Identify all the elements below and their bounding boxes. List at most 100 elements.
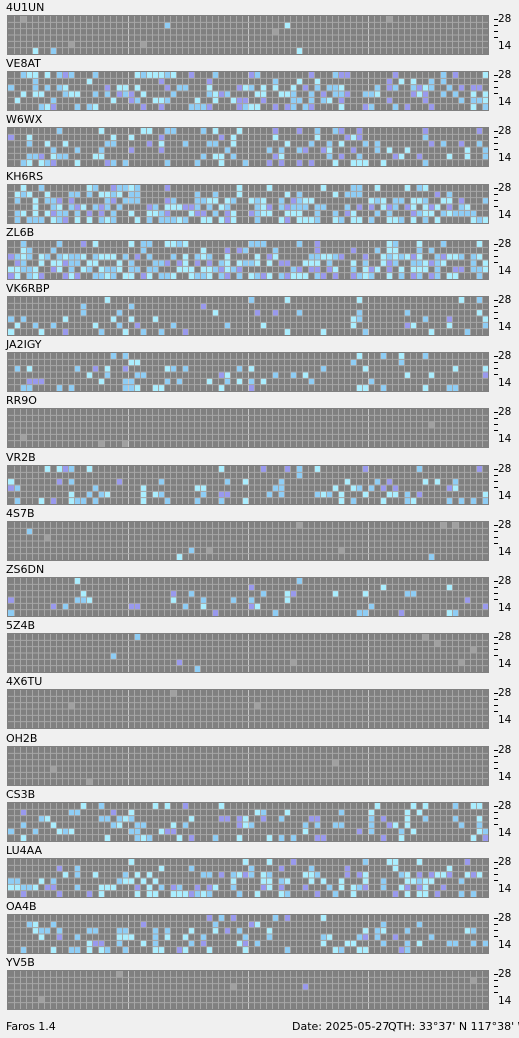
band-label-28: 28 [498, 575, 512, 587]
grid-cell [56, 128, 62, 135]
grid-cell [8, 266, 14, 273]
grid-cell [104, 490, 110, 498]
grid-cell [368, 216, 374, 223]
grid-cell [98, 153, 104, 161]
grid-cell [446, 584, 452, 591]
grid-cell [152, 316, 158, 323]
grid-cell [296, 578, 302, 585]
grid-cell [266, 160, 272, 167]
grid-cell [302, 197, 308, 204]
grid-cell [242, 946, 248, 954]
grid-cell [188, 927, 194, 935]
grid-cell [152, 259, 158, 267]
propagation-grid [7, 15, 489, 55]
grid-cell [176, 890, 182, 897]
grid-cell [476, 309, 482, 316]
grid-cell [50, 322, 56, 329]
grid-cell [302, 884, 308, 891]
grid-cell [458, 821, 464, 829]
grid-cell [428, 259, 434, 267]
grid-cell [74, 871, 80, 878]
grid-cell [56, 465, 62, 472]
grid-cell [440, 141, 446, 148]
grid-cell [92, 322, 98, 329]
grid-cell [254, 272, 260, 279]
grid-cell [278, 160, 284, 167]
grid-cell [8, 253, 14, 260]
grid-cell [68, 384, 74, 392]
grid-cell [254, 216, 260, 223]
band-tick [494, 980, 498, 982]
grid-cell [332, 759, 338, 766]
grid-cell [416, 253, 422, 260]
grid-cell [104, 216, 110, 223]
band-tick [494, 755, 498, 757]
grid-cell [200, 216, 206, 223]
grid-cell [308, 141, 314, 148]
grid-cell [416, 153, 422, 161]
grid-cell [452, 72, 458, 79]
grid-cell [242, 871, 248, 878]
grid-cell [86, 372, 92, 379]
band-tick [494, 974, 498, 976]
grid-cell [158, 259, 164, 267]
grid-cell [116, 878, 122, 885]
band-label-14: 14 [498, 939, 512, 952]
grid-cell [68, 266, 74, 273]
grid-cell [458, 297, 464, 304]
grid-cell [20, 946, 26, 954]
grid-cell [218, 490, 224, 498]
grid-cell [398, 828, 404, 835]
grid-cell [374, 147, 380, 154]
grid-cell [134, 359, 140, 366]
grid-cell [224, 322, 230, 329]
grid-cell [98, 272, 104, 279]
grid-cell [56, 478, 62, 485]
grid-cell [164, 240, 170, 248]
grid-cell [164, 160, 170, 167]
band-label-28: 28 [498, 968, 512, 981]
grid-cell [8, 316, 14, 323]
grid-cell [338, 84, 344, 92]
grid-cell [344, 134, 350, 142]
grid-cell [434, 478, 440, 485]
grid-cell [386, 97, 392, 104]
grid-cell [470, 259, 476, 267]
grid-cell [158, 478, 164, 485]
grid-cell [248, 378, 254, 385]
grid-cell [188, 834, 194, 841]
grid-cell [86, 190, 92, 198]
grid-cell [80, 240, 86, 248]
grid-cell [116, 815, 122, 822]
grid-cell [326, 266, 332, 273]
grid-cell [206, 216, 212, 223]
grid-cell [320, 91, 326, 98]
grid-cell [134, 322, 140, 329]
grid-cell [128, 266, 134, 273]
grid-cell [242, 821, 248, 829]
grid-cell [20, 809, 26, 816]
grid-cell [368, 197, 374, 204]
grid-cell [386, 240, 392, 248]
grid-cell [188, 103, 194, 111]
grid-cell [128, 97, 134, 104]
grid-cell [140, 91, 146, 98]
grid-cell [170, 690, 176, 697]
grid-cell [314, 78, 320, 85]
grid-cell [158, 134, 164, 142]
grid-cell [110, 253, 116, 260]
grid-cell [194, 160, 200, 167]
grid-cell [260, 97, 266, 104]
grid-cell [242, 815, 248, 822]
grid-cell [62, 316, 68, 323]
grid-cell [212, 609, 218, 616]
grid-cell [92, 184, 98, 191]
grid-cell [104, 190, 110, 198]
grid-cell [386, 253, 392, 260]
grid-cell [152, 946, 158, 954]
grid-cell [260, 272, 266, 279]
grid-cell [260, 871, 266, 878]
band-tick [494, 930, 498, 932]
beacon-row: YV5B 28 14 [0, 955, 519, 1011]
grid-cell [380, 884, 386, 891]
